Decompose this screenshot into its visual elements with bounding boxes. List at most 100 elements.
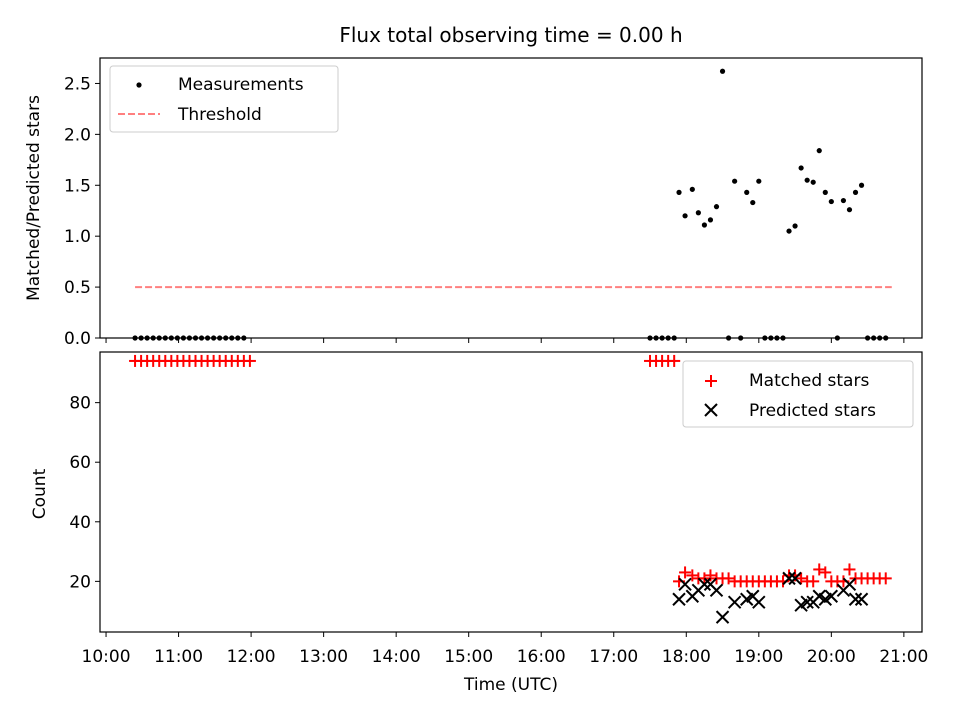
measurement-point [689,186,695,192]
measurement-point [840,197,847,204]
predicted-stars-point [697,577,712,592]
measurement-point [682,213,688,219]
predicted-stars-point [727,595,742,609]
x-tick-label: 19:00 [734,647,783,667]
measurement-point [713,204,720,210]
bottom-legend: Matched stars Predicted stars [682,360,914,428]
x-tick-label: 20:00 [807,647,856,667]
y-tick-label: 80 [69,394,91,414]
legend-measurements-label: Measurements [178,75,304,95]
y-tick-label: 1.5 [64,176,91,196]
measurement-point [828,198,834,205]
legend-matched-label: Matched stars [749,371,869,391]
bottom-y-ticks: 20 40 60 80 [69,394,100,592]
y-tick-label: 40 [69,513,91,533]
bottom-axes-frame [99,351,923,633]
x-tick-label: 21:00 [879,647,928,667]
predicted-stars-point [788,571,802,586]
measurement-point [798,165,804,171]
top-legend-box [109,65,339,133]
x-axis-label: Time (UTC) [463,675,558,695]
legend-predicted-label: Predicted stars [749,401,876,421]
top-axes-frame [99,57,923,339]
top-y-axis-label: Matched/Predicted stars [24,95,44,301]
top-marks [132,68,892,341]
legend-threshold-label: Threshold [177,105,262,125]
matched-stars-point [686,569,699,582]
top-series-0 [132,68,889,341]
measurement-point [792,223,798,229]
y-tick-label: 0.0 [64,329,91,349]
matched-stars-point [879,572,892,585]
measurement-point [804,177,810,183]
bottom-marks [129,354,892,624]
measurement-point [852,189,859,195]
matched-stars-point [668,354,681,367]
bottom-y-axis-label: Count [30,468,50,519]
measurement-point [816,148,822,154]
x-tick-label: 12:00 [227,647,276,667]
x-tick-label: 10:00 [82,647,131,667]
matched-stars-point [698,572,711,585]
measurement-point [707,217,714,223]
measurement-point [719,68,726,74]
x-tick-label: 13:00 [299,647,348,667]
matched-stars-point [722,572,735,585]
measurement-point [756,178,762,184]
legend-matched-marker [705,375,717,387]
bottom-legend-box [682,360,914,428]
measurement-point [846,207,853,213]
measurement-point [810,179,816,185]
measurement-point [732,178,738,184]
predicted-stars-point [672,592,686,606]
measurement-point [676,189,682,195]
predicted-stars-point [854,592,869,606]
matched-stars-point [813,563,826,576]
x-tick-label: 18:00 [662,647,711,667]
predicted-stars-point [752,595,766,609]
measurement-point [744,189,750,195]
measurement-point [822,189,828,195]
y-tick-label: 0.5 [64,278,91,298]
bottom-x-ticks: 10:00 11:00 12:00 13:00 14:00 15:00 16:00 17:00… [82,632,928,667]
x-tick-label: 17:00 [589,647,638,667]
measurement-point [786,228,792,234]
matched-stars-point [243,354,256,367]
x-tick-label: 15:00 [444,647,493,667]
y-tick-label: 60 [69,453,91,473]
legend-predicted-marker [704,403,718,417]
matched-stars-point [807,575,820,588]
top-legend: Measurements Threshold [109,65,339,133]
predicted-stars-point [824,589,839,603]
predicted-stars-point [709,583,724,598]
measurement-point [701,222,708,228]
predicted-stars-point [678,577,692,592]
top-x-ticks [105,338,905,343]
matched-stars-point [819,566,832,579]
matched-stars-point [679,566,692,579]
x-tick-label: 16:00 [517,647,566,667]
bottom-series-1 [672,571,869,624]
predicted-stars-point [800,595,814,609]
y-tick-label: 1.0 [64,227,91,247]
top-panel: 0.0 0.5 1.0 1.5 2.0 2.5 Matched/Predicted sta… [24,57,923,349]
predicted-stars-point [715,610,730,624]
x-tick-label: 14:00 [372,647,421,667]
matched-stars-point [843,563,856,576]
predicted-stars-point [782,571,796,586]
matched-stars-point [795,572,808,585]
measurement-point [858,182,865,188]
chart-title: Flux total observing time = 0.00 h [339,23,682,47]
measurement-point [695,210,701,216]
predicted-stars-point [842,577,857,592]
x-tick-label: 11:00 [154,647,203,667]
top-y-ticks: 0.0 0.5 1.0 1.5 2.0 2.5 [64,74,100,349]
measurement-point [750,199,756,206]
legend-measurements-marker [136,82,142,88]
y-tick-label: 2.0 [64,125,91,145]
y-tick-label: 2.5 [64,74,91,94]
predicted-stars-point [848,592,863,606]
y-tick-label: 20 [69,572,91,592]
